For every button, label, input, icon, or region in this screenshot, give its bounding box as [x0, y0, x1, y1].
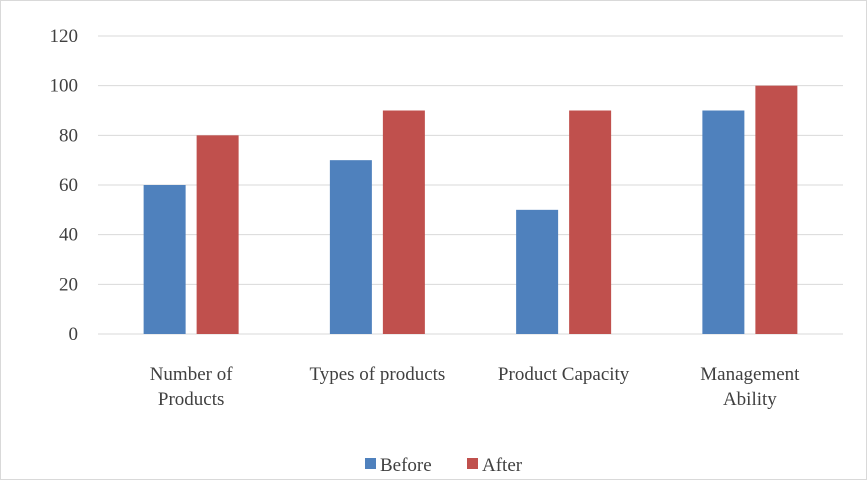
bars — [143, 85, 798, 335]
bar-after-4 — [755, 85, 798, 335]
x-axis-category-labels: Number of Products Types of products Produc… — [150, 364, 800, 410]
x-tick-label: Management — [700, 364, 800, 385]
x-tick-label: Products — [158, 389, 225, 410]
y-tick-label: 40 — [59, 225, 78, 246]
x-tick-label: Number of — [150, 364, 234, 385]
bar-before-1 — [143, 185, 186, 334]
y-tick-label: 60 — [59, 175, 78, 196]
x-tick-label: Types of products — [309, 364, 445, 385]
y-tick-label: 20 — [59, 274, 78, 295]
bar-before-3 — [516, 209, 559, 334]
bar-after-3 — [569, 110, 612, 334]
y-tick-label: 120 — [50, 26, 79, 47]
bar-before-4 — [702, 110, 745, 334]
y-axis-ticks: 0 20 40 60 80 100 120 — [50, 26, 79, 345]
y-tick-label: 80 — [59, 125, 78, 146]
bar-after-2 — [382, 110, 425, 334]
legend-label-after: After — [482, 455, 523, 476]
legend-swatch-before — [365, 458, 376, 469]
legend: Before After — [365, 455, 523, 476]
legend-swatch-after — [467, 458, 478, 469]
y-tick-label: 100 — [50, 76, 79, 97]
x-tick-label: Product Capacity — [498, 364, 630, 385]
bar-before-2 — [329, 160, 372, 334]
legend-label-before: Before — [380, 455, 432, 476]
x-tick-label: Ability — [723, 389, 777, 410]
bar-after-1 — [196, 135, 239, 334]
y-tick-label: 0 — [69, 324, 79, 345]
